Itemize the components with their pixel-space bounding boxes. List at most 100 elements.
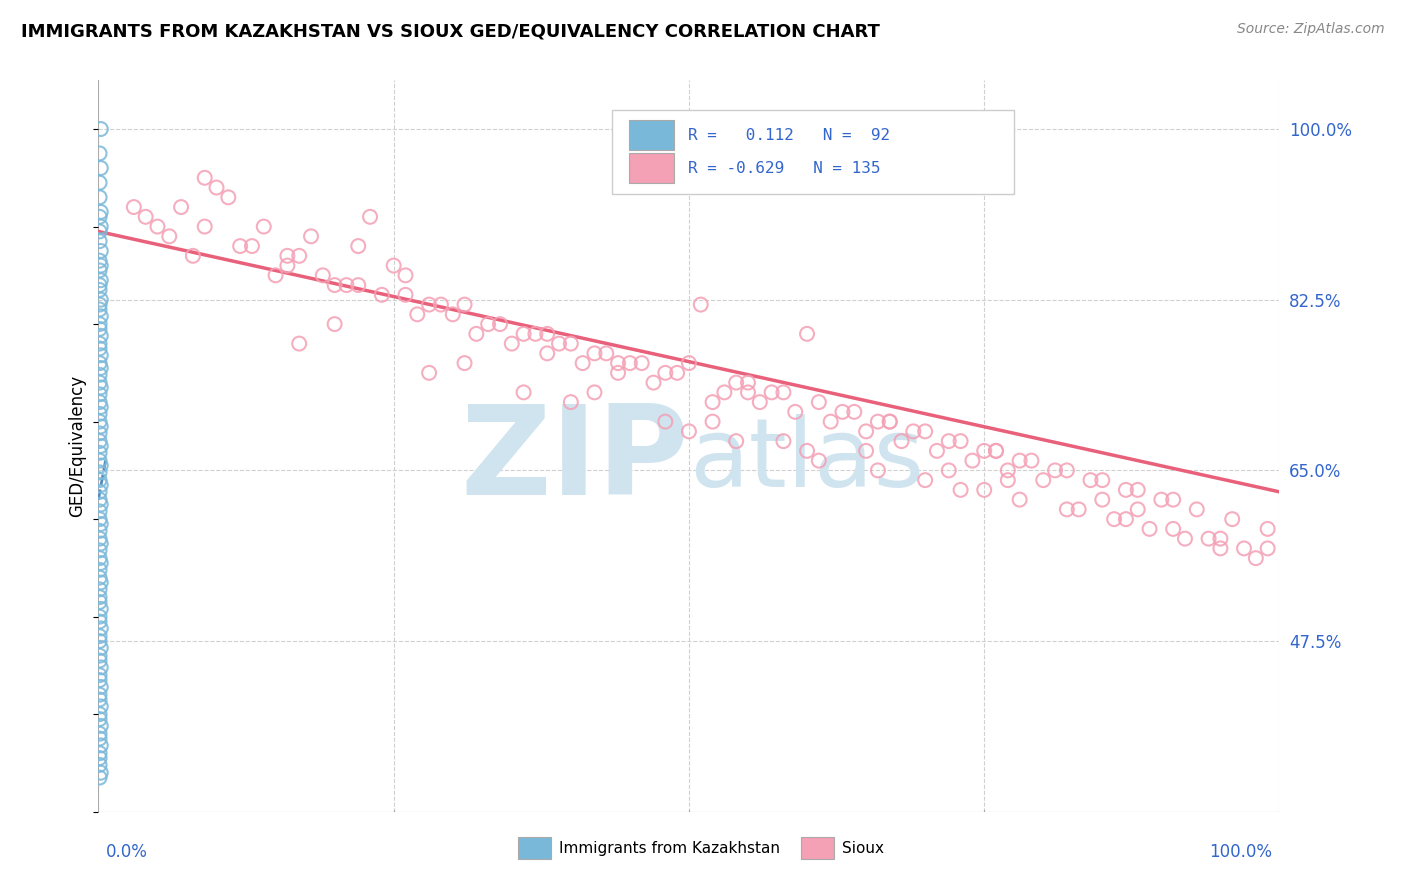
Point: [418, 366, 440, 380]
Text: R = -0.629   N = 135: R = -0.629 N = 135: [688, 161, 880, 176]
Point: [90, 516, 112, 531]
Point: [1150, 492, 1173, 507]
Point: [89, 692, 111, 706]
Point: [1056, 463, 1078, 477]
Text: IMMIGRANTS FROM KAZAKHSTAN VS SIOUX GED/EQUIVALENCY CORRELATION CHART: IMMIGRANTS FROM KAZAKHSTAN VS SIOUX GED/…: [21, 22, 880, 40]
Point: [90, 498, 112, 512]
Point: [702, 395, 724, 409]
Point: [1008, 492, 1031, 507]
Point: [90, 161, 112, 175]
Point: [1056, 502, 1078, 516]
Point: [1209, 541, 1232, 556]
Text: 0.0%: 0.0%: [105, 843, 148, 861]
Point: [89, 415, 111, 429]
Point: [89, 446, 111, 460]
Point: [89, 582, 111, 597]
Point: [194, 219, 217, 234]
Point: [90, 660, 112, 674]
Point: [962, 453, 984, 467]
Point: [347, 278, 370, 293]
Point: [501, 336, 523, 351]
Point: [477, 317, 499, 331]
Point: [984, 443, 1007, 458]
Point: [90, 259, 112, 273]
Point: [276, 249, 298, 263]
Point: [90, 293, 112, 307]
Point: [1126, 483, 1149, 497]
Point: [89, 712, 111, 726]
Point: [890, 434, 912, 449]
Point: [1139, 522, 1161, 536]
Point: [89, 407, 111, 421]
Point: [1043, 463, 1066, 477]
Point: [335, 278, 357, 293]
Point: [560, 336, 582, 351]
Point: [89, 297, 111, 311]
Point: [394, 268, 416, 283]
Point: [90, 219, 112, 234]
Point: [205, 180, 228, 194]
Point: [217, 190, 239, 204]
Point: [90, 556, 112, 570]
Text: Source: ZipAtlas.com: Source: ZipAtlas.com: [1237, 22, 1385, 37]
Point: [382, 259, 405, 273]
Point: [807, 453, 830, 467]
Point: [89, 758, 111, 772]
Point: [489, 317, 512, 331]
Point: [772, 385, 794, 400]
Point: [90, 439, 112, 453]
Point: [524, 326, 547, 341]
Point: [678, 356, 700, 370]
Point: [938, 434, 960, 449]
Point: [903, 425, 925, 439]
Point: [90, 205, 112, 219]
Point: [879, 415, 901, 429]
Point: [90, 680, 112, 694]
Point: [89, 322, 111, 336]
Point: [89, 551, 111, 566]
Point: [761, 385, 783, 400]
Point: [323, 278, 346, 293]
Point: [359, 210, 381, 224]
Point: [89, 615, 111, 629]
Point: [1233, 541, 1256, 556]
Point: [90, 739, 112, 753]
Point: [949, 483, 972, 497]
Point: [122, 200, 145, 214]
Point: [725, 434, 748, 449]
Point: [89, 609, 111, 624]
Point: [89, 146, 111, 161]
Point: [89, 727, 111, 741]
Point: [90, 575, 112, 590]
Point: [89, 563, 111, 577]
Point: [89, 590, 111, 604]
Point: [90, 348, 112, 362]
Point: [89, 302, 111, 317]
Point: [512, 326, 534, 341]
Point: [1102, 512, 1125, 526]
Point: [89, 336, 111, 351]
Point: [713, 385, 735, 400]
FancyBboxPatch shape: [612, 110, 1014, 194]
Point: [807, 395, 830, 409]
Point: [1220, 512, 1243, 526]
Point: [89, 746, 111, 760]
Point: [90, 719, 112, 733]
Point: [89, 629, 111, 643]
Point: [89, 434, 111, 449]
Point: [89, 453, 111, 467]
Point: [89, 484, 111, 499]
Point: [288, 336, 311, 351]
Point: [89, 395, 111, 409]
Point: [571, 356, 593, 370]
Point: [607, 366, 630, 380]
Point: [938, 463, 960, 477]
Point: [820, 415, 842, 429]
Text: ZIP: ZIP: [460, 401, 689, 521]
Point: [90, 699, 112, 714]
Point: [89, 234, 111, 248]
Point: [914, 473, 936, 487]
Point: [89, 210, 111, 224]
Point: [312, 268, 335, 283]
Point: [512, 385, 534, 400]
